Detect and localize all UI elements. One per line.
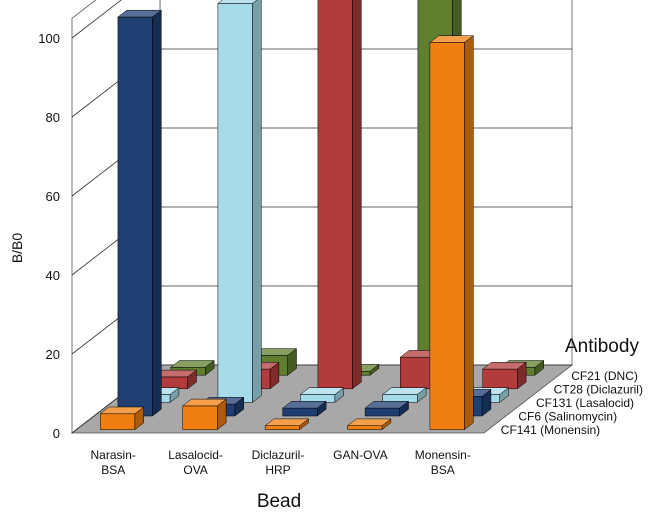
bar-top <box>217 0 258 4</box>
bar-front <box>182 405 218 430</box>
bar <box>264 418 310 431</box>
bar-front <box>282 407 318 417</box>
bar-side <box>252 0 262 403</box>
bar-top <box>346 418 392 426</box>
bar <box>346 418 392 431</box>
series-label: CT28 (Diclazuril) <box>554 382 643 396</box>
bar-top <box>364 401 410 409</box>
series-label: CF131 (Lasalocid) <box>536 396 634 410</box>
bar-front <box>217 3 253 403</box>
bar-side <box>464 35 474 431</box>
bar-front <box>317 0 353 390</box>
gridline <box>71 0 122 39</box>
bar-front <box>364 407 400 417</box>
bar <box>281 400 327 417</box>
bar <box>181 398 227 431</box>
bar <box>381 387 427 403</box>
category-label: Narasin-BSA <box>91 448 136 477</box>
category-label-line: Diclazuril- <box>252 448 305 462</box>
bar-top <box>429 35 475 43</box>
x-axis-title: Bead <box>257 491 301 512</box>
bar-top <box>481 362 527 370</box>
bar <box>429 35 475 431</box>
bar <box>117 9 163 417</box>
bar-top <box>381 387 427 395</box>
series-axis-title: Antibody <box>565 336 639 357</box>
bar-top <box>264 418 310 426</box>
series-label: CF6 (Salinomycin) <box>518 410 617 424</box>
bar-top <box>117 9 163 18</box>
bar-top <box>281 401 327 409</box>
category-label: Diclazuril-HRP <box>252 448 305 477</box>
category-label-line: Monensin- <box>415 448 471 462</box>
series-label: CF21 (DNC) <box>571 369 638 383</box>
category-label: Lasalocid-OVA <box>168 448 223 477</box>
category-label-line: BSA <box>101 463 125 477</box>
category-label-line: OVA <box>183 463 207 477</box>
bar-front <box>264 425 300 430</box>
labels: 020406080100Narasin-BSALasalocid-OVADicl… <box>38 31 643 477</box>
y-tick-label: 20 <box>46 347 60 362</box>
bar-side <box>152 9 162 417</box>
y-tick-label: 0 <box>53 426 60 441</box>
bar-top <box>299 387 345 395</box>
series-label: CF141 (Monensin) <box>501 423 600 437</box>
category-label-line: Lasalocid- <box>168 448 223 462</box>
y-axis-title: B/B0 <box>9 233 25 264</box>
bar <box>99 406 145 431</box>
bar <box>152 369 198 390</box>
category-label-line: BSA <box>431 463 455 477</box>
y-tick-label: 60 <box>46 189 60 204</box>
bar <box>481 361 527 390</box>
bar-top <box>169 360 215 368</box>
category-label: Monensin-BSA <box>415 448 471 477</box>
category-label-line: HRP <box>265 463 290 477</box>
bar-front <box>117 16 153 417</box>
bar <box>299 387 345 403</box>
bar-top <box>181 398 227 407</box>
category-label-line: Narasin- <box>91 448 136 462</box>
bar <box>217 0 262 403</box>
bar-front <box>482 368 518 390</box>
y-tick-label: 80 <box>46 110 60 125</box>
bar-top <box>99 406 145 415</box>
category-label: GAN-OVA <box>333 448 387 462</box>
bar <box>364 400 410 417</box>
y-tick-label: 40 <box>46 268 60 283</box>
bar-side <box>352 0 362 390</box>
bar-front <box>429 42 465 430</box>
bar <box>317 0 362 390</box>
y-tick-label: 100 <box>38 31 60 46</box>
category-label-line: GAN-OVA <box>333 448 387 462</box>
bar-front <box>100 413 136 430</box>
bar-front <box>347 425 383 430</box>
bars <box>99 0 545 431</box>
